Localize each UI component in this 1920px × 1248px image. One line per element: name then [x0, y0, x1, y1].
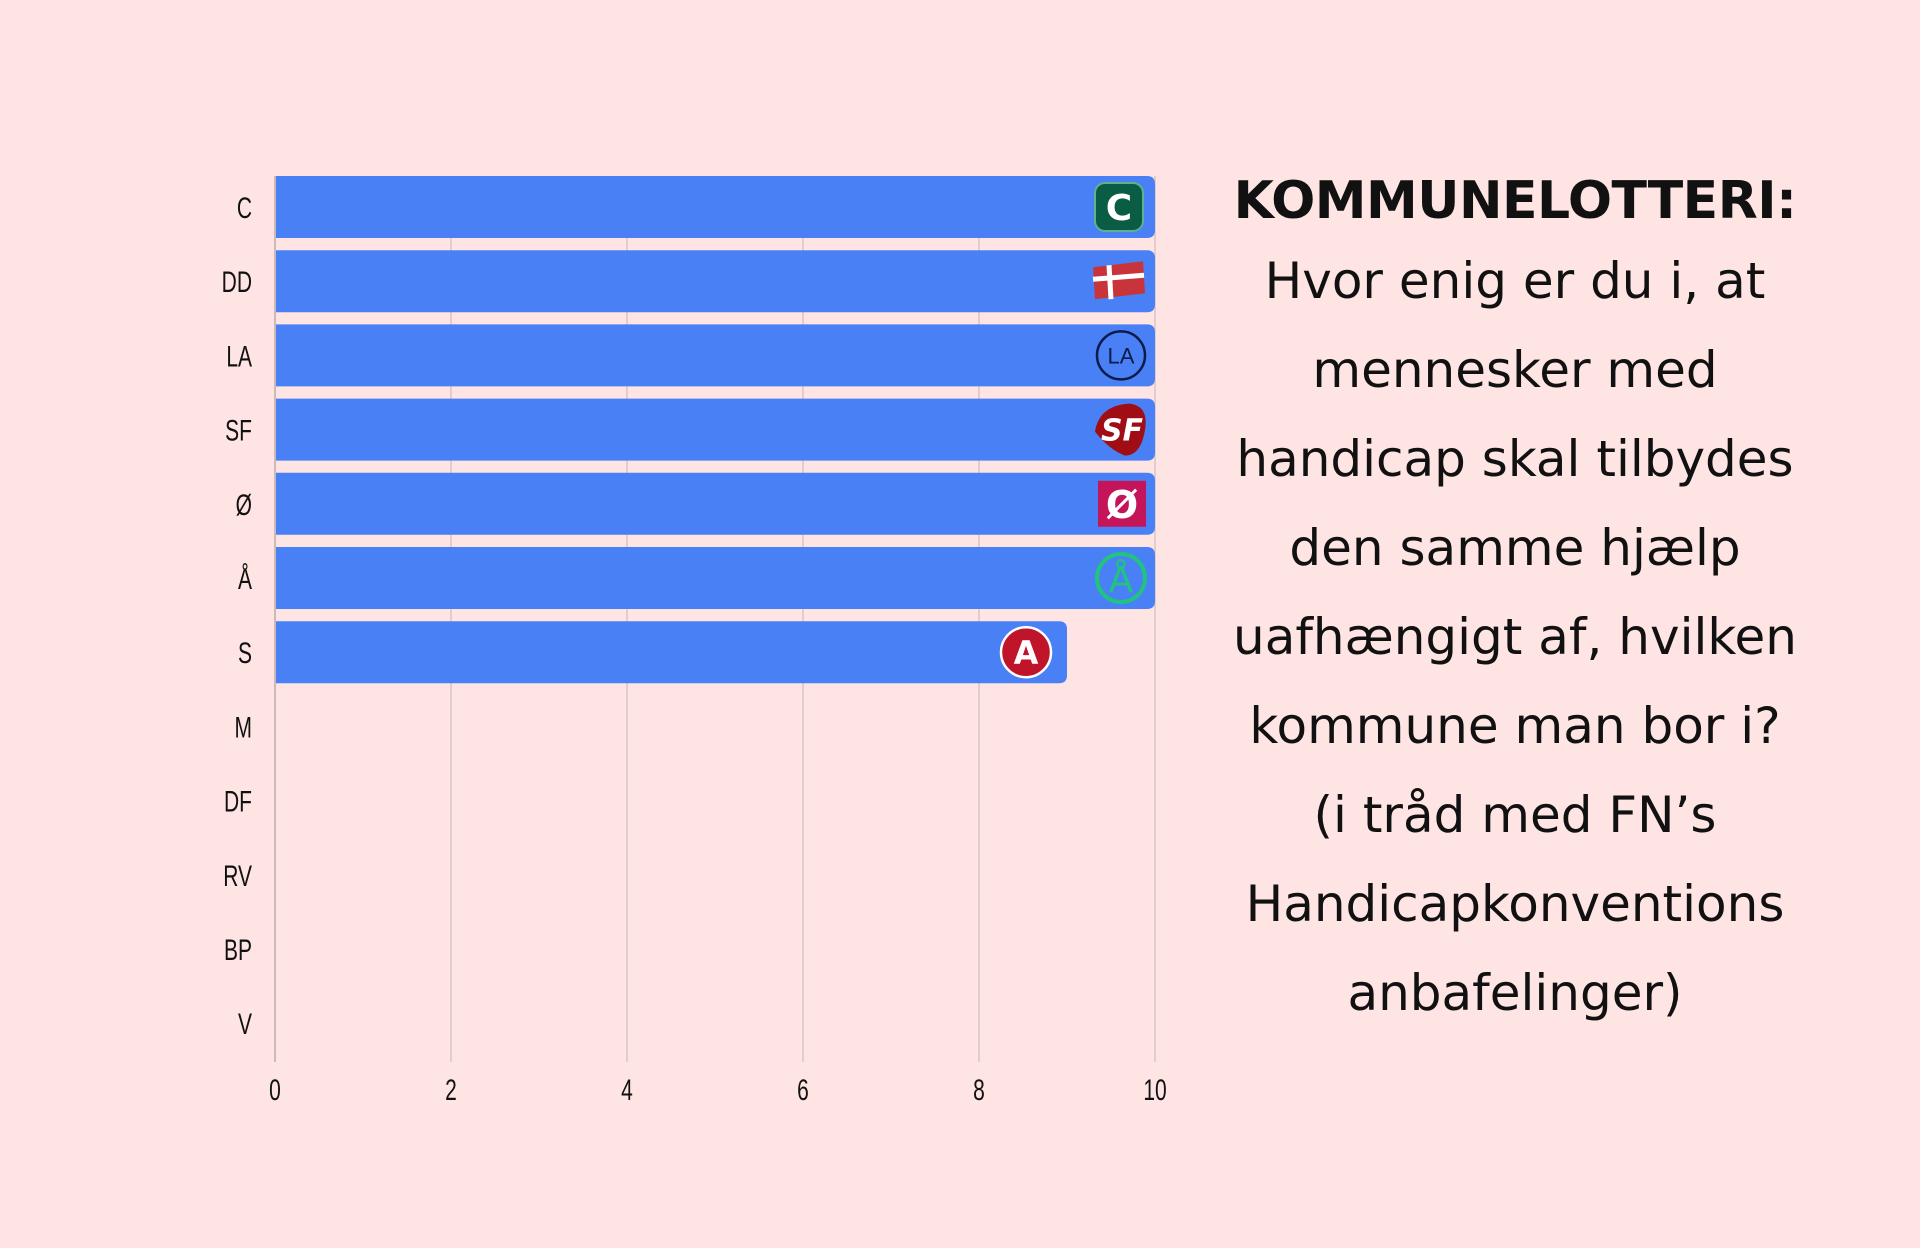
category-label: DF	[224, 786, 252, 818]
party-logo-aa-icon	[1095, 552, 1147, 604]
category-label: DD	[222, 267, 252, 299]
x-tick-label: 6	[797, 1075, 809, 1107]
question-line: anbafelinger)	[1347, 964, 1683, 1022]
party-logo-a-icon	[999, 625, 1053, 679]
party-logo-text: Å	[1109, 558, 1134, 601]
x-tick-label: 0	[269, 1075, 281, 1107]
category-label: Å	[238, 561, 253, 596]
bar	[275, 472, 1155, 535]
bar	[275, 176, 1155, 238]
title-block: KOMMUNELOTTERI: Hvor enig er du i, at me…	[1180, 165, 1850, 1038]
party-logo-c-icon	[1094, 182, 1144, 232]
question-line: mennesker med	[1312, 341, 1718, 399]
x-tick-label: 2	[445, 1075, 457, 1107]
flag-cross	[1092, 272, 1145, 282]
party-logo-text: SF	[1101, 414, 1144, 449]
bar	[275, 250, 1155, 313]
party-logo-sf-icon	[1095, 403, 1146, 456]
category-label: BP	[224, 935, 252, 967]
x-tick-label: 8	[973, 1075, 985, 1107]
party-logo-text: C	[1106, 188, 1132, 229]
x-tick-label: 10	[1143, 1075, 1166, 1107]
party-logo-text: A	[1014, 634, 1039, 672]
question-line: uafhængigt af, hvilken	[1233, 608, 1797, 666]
dannebrog-icon	[1093, 261, 1145, 300]
bar	[275, 621, 1067, 684]
chart-title: KOMMUNELOTTERI:	[1233, 171, 1797, 231]
question-line: kommune man bor i?	[1249, 697, 1781, 755]
category-label: M	[235, 712, 252, 744]
category-label: C	[237, 193, 252, 225]
party-logo-la-icon	[1095, 330, 1147, 381]
category-label: RV	[223, 860, 252, 892]
category-label: S	[238, 638, 252, 670]
bar	[275, 547, 1155, 609]
bar	[275, 398, 1155, 461]
party-logo-o-icon	[1098, 480, 1146, 527]
category-label: SF	[225, 415, 252, 447]
category-label: Ø	[236, 489, 252, 521]
question-line: den samme hjælp	[1289, 519, 1741, 577]
category-label: LA	[226, 341, 252, 373]
flag-cross	[1106, 265, 1114, 300]
category-label: V	[238, 1009, 253, 1041]
party-logo-text: LA	[1108, 343, 1135, 368]
party-logo-text: Ø	[1106, 483, 1138, 527]
question-line: handicap skal tilbydes	[1236, 430, 1794, 488]
question-line: Hvor enig er du i, at	[1264, 252, 1766, 310]
question-line: Handicapkonventions	[1245, 875, 1785, 933]
bar	[275, 324, 1155, 387]
question-line: (i tråd med FN’s	[1313, 786, 1717, 844]
x-tick-label: 4	[621, 1075, 633, 1107]
